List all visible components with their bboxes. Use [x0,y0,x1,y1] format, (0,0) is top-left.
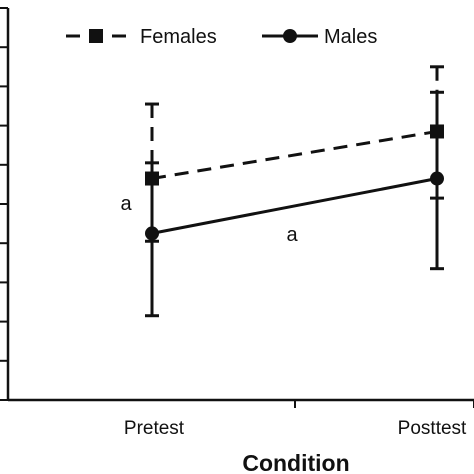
legend-marker-females [89,29,103,43]
annotation-a-males-line: a [286,224,298,246]
legend-marker-males [283,29,297,43]
series-males [145,90,444,318]
x-tick-label-pretest: Pretest [124,418,185,439]
x-tick-label-posttest: Posttest [398,418,467,439]
legend-item-males: Males [262,26,377,48]
series-layer [145,65,444,318]
marker-males-1 [430,171,444,186]
marker-males-0 [145,226,159,241]
x-tick-labels: Pretest Posttest [124,418,467,439]
x-axis-title: Condition [242,450,349,474]
legend-item-females: Females [66,26,217,48]
line-females [151,130,438,180]
y-ticks [0,7,8,401]
axes [0,7,474,408]
legend-label-females: Females [140,26,217,48]
series-females [145,65,444,243]
x-ticks [294,400,474,408]
legend: Females Males [66,26,377,48]
annotation-a-pretest: a [120,193,132,215]
legend-label-males: Males [324,26,377,48]
line-males [151,177,438,235]
